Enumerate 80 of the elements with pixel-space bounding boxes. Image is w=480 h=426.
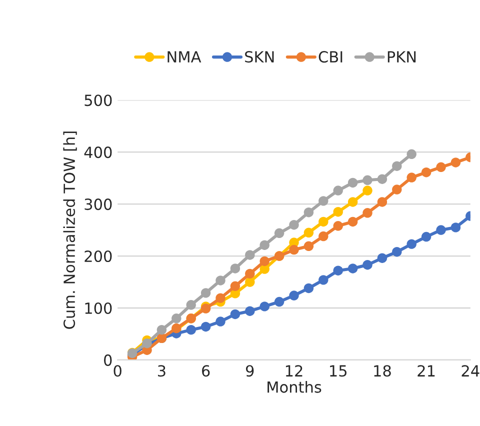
point <box>274 296 284 307</box>
point <box>260 256 270 266</box>
x-axis-title: Months <box>268 381 322 393</box>
point <box>245 277 255 287</box>
point <box>274 228 284 238</box>
point <box>406 239 416 249</box>
y-tick-label: 0 <box>104 354 112 366</box>
point <box>348 264 358 274</box>
y-axis-title: Cum. Normalized TOW [h] <box>63 132 77 329</box>
point <box>392 247 402 257</box>
point <box>289 220 299 230</box>
point <box>318 231 328 242</box>
point <box>348 197 358 207</box>
point <box>392 161 402 171</box>
point <box>230 264 240 274</box>
point <box>245 268 255 279</box>
point <box>318 216 328 227</box>
y-tick-label: 100 <box>85 302 112 314</box>
legend-label: NMA <box>168 51 202 62</box>
point <box>216 293 226 303</box>
point <box>260 302 270 312</box>
x-tick-label: 18 <box>374 365 391 377</box>
point <box>200 288 211 298</box>
point <box>304 228 314 238</box>
point <box>289 290 299 300</box>
point <box>348 178 358 188</box>
y-tick-label: 200 <box>84 250 112 262</box>
point <box>406 149 416 160</box>
y-tick-label: 400 <box>84 146 112 158</box>
point <box>186 300 196 310</box>
x-tick-label: 3 <box>158 365 166 377</box>
x-tick-label: 12 <box>286 365 302 376</box>
point <box>318 275 328 285</box>
point <box>436 162 446 172</box>
x-tick-label: 15 <box>330 365 346 377</box>
point <box>216 276 226 286</box>
y-tick-label: 300 <box>84 198 112 210</box>
point <box>392 184 402 194</box>
point <box>406 172 416 182</box>
point <box>304 208 314 218</box>
point <box>216 316 226 326</box>
point <box>172 314 182 324</box>
point <box>377 174 388 184</box>
point <box>450 222 461 232</box>
point <box>362 208 372 218</box>
x-tick-label: 21 <box>418 365 435 376</box>
x-tick-label: 0 <box>114 365 122 377</box>
legend-label: PKN <box>388 51 416 62</box>
point <box>200 322 211 332</box>
point <box>377 197 388 207</box>
point <box>333 186 343 196</box>
point <box>289 244 299 255</box>
point <box>377 253 388 263</box>
point <box>421 167 432 178</box>
legend-label: SKN <box>245 51 274 63</box>
y-tick-label: 500 <box>84 94 112 106</box>
point <box>362 260 372 270</box>
point <box>230 281 240 292</box>
point <box>230 309 240 320</box>
point <box>245 250 255 260</box>
point <box>260 240 270 250</box>
point <box>421 232 432 242</box>
point <box>450 158 461 168</box>
point <box>436 225 446 235</box>
point <box>333 206 343 217</box>
point <box>333 221 343 231</box>
point <box>304 283 314 294</box>
point <box>362 186 372 196</box>
legend-label: CBI <box>318 51 342 63</box>
point <box>156 324 167 335</box>
x-tick-label: 24 <box>462 365 480 376</box>
point <box>186 324 196 335</box>
point <box>304 241 314 252</box>
point <box>348 216 358 227</box>
point <box>362 175 372 186</box>
point <box>333 266 343 276</box>
point <box>245 306 255 316</box>
point <box>318 196 328 206</box>
x-tick-label: 6 <box>202 365 210 377</box>
x-tick-label: 9 <box>246 365 254 377</box>
